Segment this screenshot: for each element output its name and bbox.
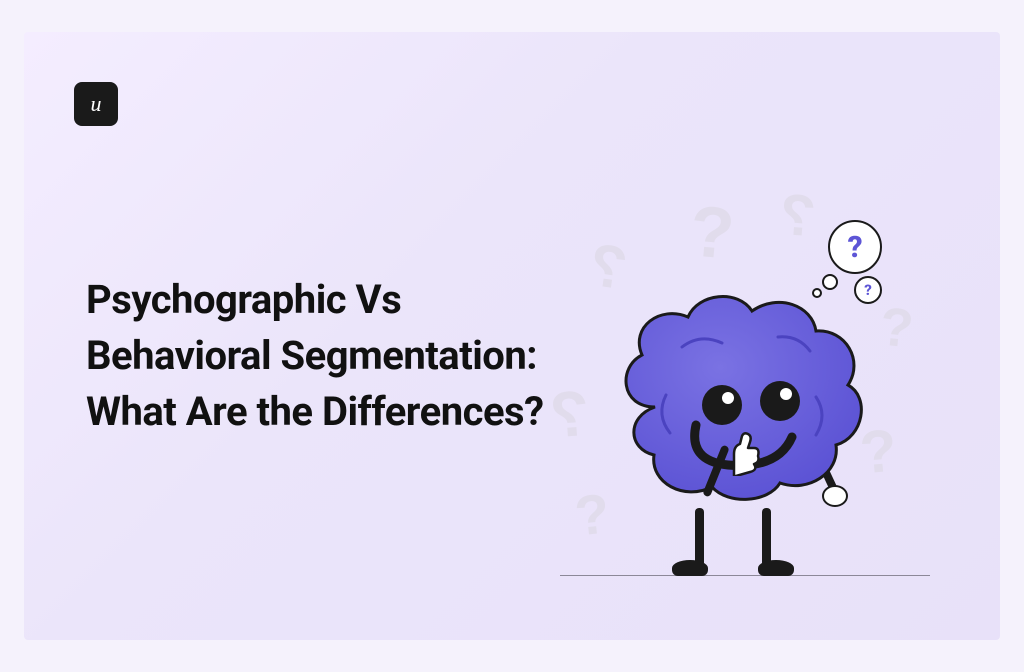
foot-right: [758, 560, 794, 576]
ground-line: [560, 575, 930, 576]
faded-question-mark: ?: [778, 181, 818, 250]
bubble-tail-2: [822, 274, 838, 290]
thinking-brain-illustration: ???????: [540, 182, 930, 602]
foot-left: [672, 560, 708, 576]
bubble-tail-1: [812, 288, 822, 298]
brand-logo: u: [74, 82, 118, 126]
thought-bubble-main-text: ?: [847, 230, 862, 265]
faded-question-mark: ?: [572, 480, 613, 548]
hand-left: [720, 432, 760, 476]
brand-logo-text: u: [91, 91, 102, 117]
faded-question-mark: ?: [877, 295, 916, 360]
thought-bubble-small-text: ?: [864, 281, 872, 299]
leg-left: [695, 508, 704, 568]
thought-bubble-small: ?: [854, 276, 882, 304]
page-title: Psychographic Vs Behavioral Segmentation…: [86, 272, 566, 440]
faded-question-mark: ?: [547, 376, 591, 453]
faded-question-mark: ?: [687, 190, 738, 276]
hero-card: u Psychographic Vs Behavioral Segmentati…: [24, 32, 1000, 640]
leg-right: [762, 508, 771, 568]
thought-bubble-main: ?: [828, 220, 882, 274]
